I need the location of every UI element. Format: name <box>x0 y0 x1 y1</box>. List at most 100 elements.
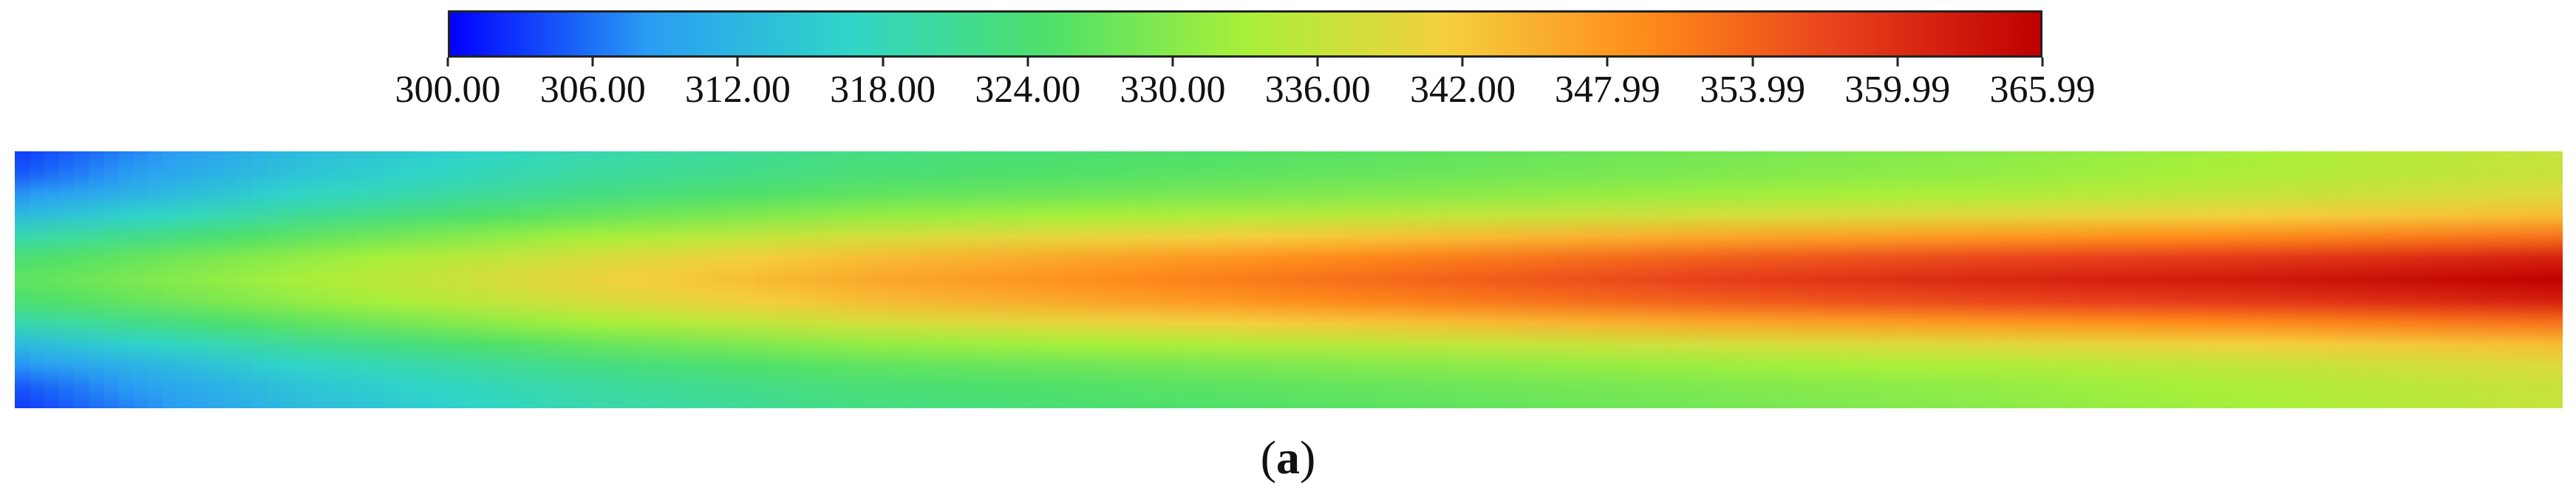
heatmap-column <box>1052 151 1068 408</box>
heatmap-column <box>1866 151 1882 408</box>
heatmap-column <box>681 151 698 408</box>
heatmap-column <box>310 151 327 408</box>
heatmap-column <box>2000 151 2016 408</box>
heatmap-column <box>577 151 593 408</box>
heatmap-column <box>1510 151 1527 408</box>
heatmap-column <box>2503 151 2519 408</box>
heatmap-column <box>474 151 490 408</box>
heatmap-column <box>726 151 742 408</box>
heatmap-column <box>1703 151 1720 408</box>
heatmap-column <box>1985 151 2001 408</box>
heatmap-column <box>503 151 519 408</box>
colorbar-tick-labels: 300.00 306.00 312.00 318.00 324.00 330.00 336.… <box>0 68 2576 112</box>
heatmap-column <box>2325 151 2342 408</box>
heatmap-column <box>1792 151 1808 408</box>
heatmap-column <box>2221 151 2238 408</box>
heatmap-column <box>30 151 46 408</box>
heatmap-column <box>1955 151 1972 408</box>
heatmap-column <box>1363 151 1379 408</box>
heatmap-column <box>2252 151 2268 408</box>
heatmap-column <box>2488 151 2504 408</box>
heatmap-column <box>1748 151 1764 408</box>
heatmap-column <box>1659 151 1675 408</box>
heatmap-column <box>652 151 668 408</box>
colorbar-tick <box>1026 58 1029 66</box>
heatmap-column <box>1185 151 1201 408</box>
heatmap-column <box>192 151 208 408</box>
heatmap-column <box>1836 151 1853 408</box>
heatmap-column <box>2370 151 2386 408</box>
heatmap-column <box>2088 151 2105 408</box>
heatmap-column <box>1318 151 1335 408</box>
heatmap-column <box>222 151 238 408</box>
heatmap-column <box>1304 151 1320 408</box>
heatmap-column <box>1970 151 1986 408</box>
heatmap-column <box>341 151 357 408</box>
heatmap-column <box>1037 151 1053 408</box>
colorbar-ticks <box>446 58 2044 68</box>
heatmap-column <box>1111 151 1127 408</box>
colorbar-tick <box>882 58 885 66</box>
colorbar-tick-label: 306.00 <box>539 69 646 111</box>
heatmap-column <box>415 151 431 408</box>
colorbar-tick <box>736 58 739 66</box>
heatmap-column <box>696 151 712 408</box>
heatmap-column <box>1555 151 1571 408</box>
temperature-field-heatmap <box>15 151 2563 408</box>
heatmap-column <box>1066 151 1083 408</box>
colorbar-tick-label: 353.99 <box>1700 69 1806 111</box>
heatmap-column <box>74 151 90 408</box>
heatmap-column <box>1851 151 1867 408</box>
heatmap-column <box>281 151 297 408</box>
heatmap-column <box>1718 151 1734 408</box>
heatmap-column <box>2355 151 2371 408</box>
heatmap-column <box>2311 151 2327 408</box>
heatmap-column <box>562 151 579 408</box>
heatmap-column <box>962 151 979 408</box>
heatmap-column <box>1140 151 1156 408</box>
heatmap-canvas <box>15 151 2563 408</box>
panel-label-close: ) <box>1300 431 1316 484</box>
heatmap-column <box>1244 151 1260 408</box>
colorbar-tick <box>1751 58 1754 66</box>
heatmap-column <box>44 151 61 408</box>
heatmap-column <box>533 151 549 408</box>
heatmap-column <box>785 151 801 408</box>
heatmap-column <box>385 151 401 408</box>
heatmap-column <box>2118 151 2134 408</box>
heatmap-column <box>148 151 164 408</box>
colorbar-tick-label: 330.00 <box>1120 69 1226 111</box>
heatmap-column <box>207 151 223 408</box>
heatmap-column <box>592 151 608 408</box>
heatmap-column <box>1881 151 1897 408</box>
heatmap-column <box>2177 151 2193 408</box>
heatmap-column <box>740 151 757 408</box>
heatmap-column <box>1481 151 1497 408</box>
heatmap-column <box>2162 151 2178 408</box>
heatmap-column <box>1348 151 1364 408</box>
heatmap-column <box>2029 151 2045 408</box>
heatmap-column <box>2340 151 2357 408</box>
colorbar-tick-label: 336.00 <box>1264 69 1371 111</box>
heatmap-column <box>903 151 919 408</box>
heatmap-column <box>844 151 860 408</box>
colorbar-tick <box>1896 58 1899 66</box>
heatmap-column <box>918 151 934 408</box>
heatmap-column <box>325 151 342 408</box>
heatmap-column <box>2399 151 2416 408</box>
heatmap-column <box>2414 151 2430 408</box>
heatmap-column <box>770 151 786 408</box>
heatmap-column <box>1910 151 1926 408</box>
heatmap-column <box>1273 151 1289 408</box>
colorbar-tick-label: 324.00 <box>975 69 1081 111</box>
heatmap-column <box>163 151 179 408</box>
heatmap-column <box>2266 151 2283 408</box>
heatmap-column <box>89 151 105 408</box>
heatmap-column <box>355 151 372 408</box>
heatmap-column <box>1733 151 1749 408</box>
heatmap-column <box>1333 151 1349 408</box>
heatmap-column <box>755 151 771 408</box>
heatmap-column <box>992 151 1009 408</box>
heatmap-column <box>2133 151 2149 408</box>
heatmap-column <box>1125 151 1142 408</box>
